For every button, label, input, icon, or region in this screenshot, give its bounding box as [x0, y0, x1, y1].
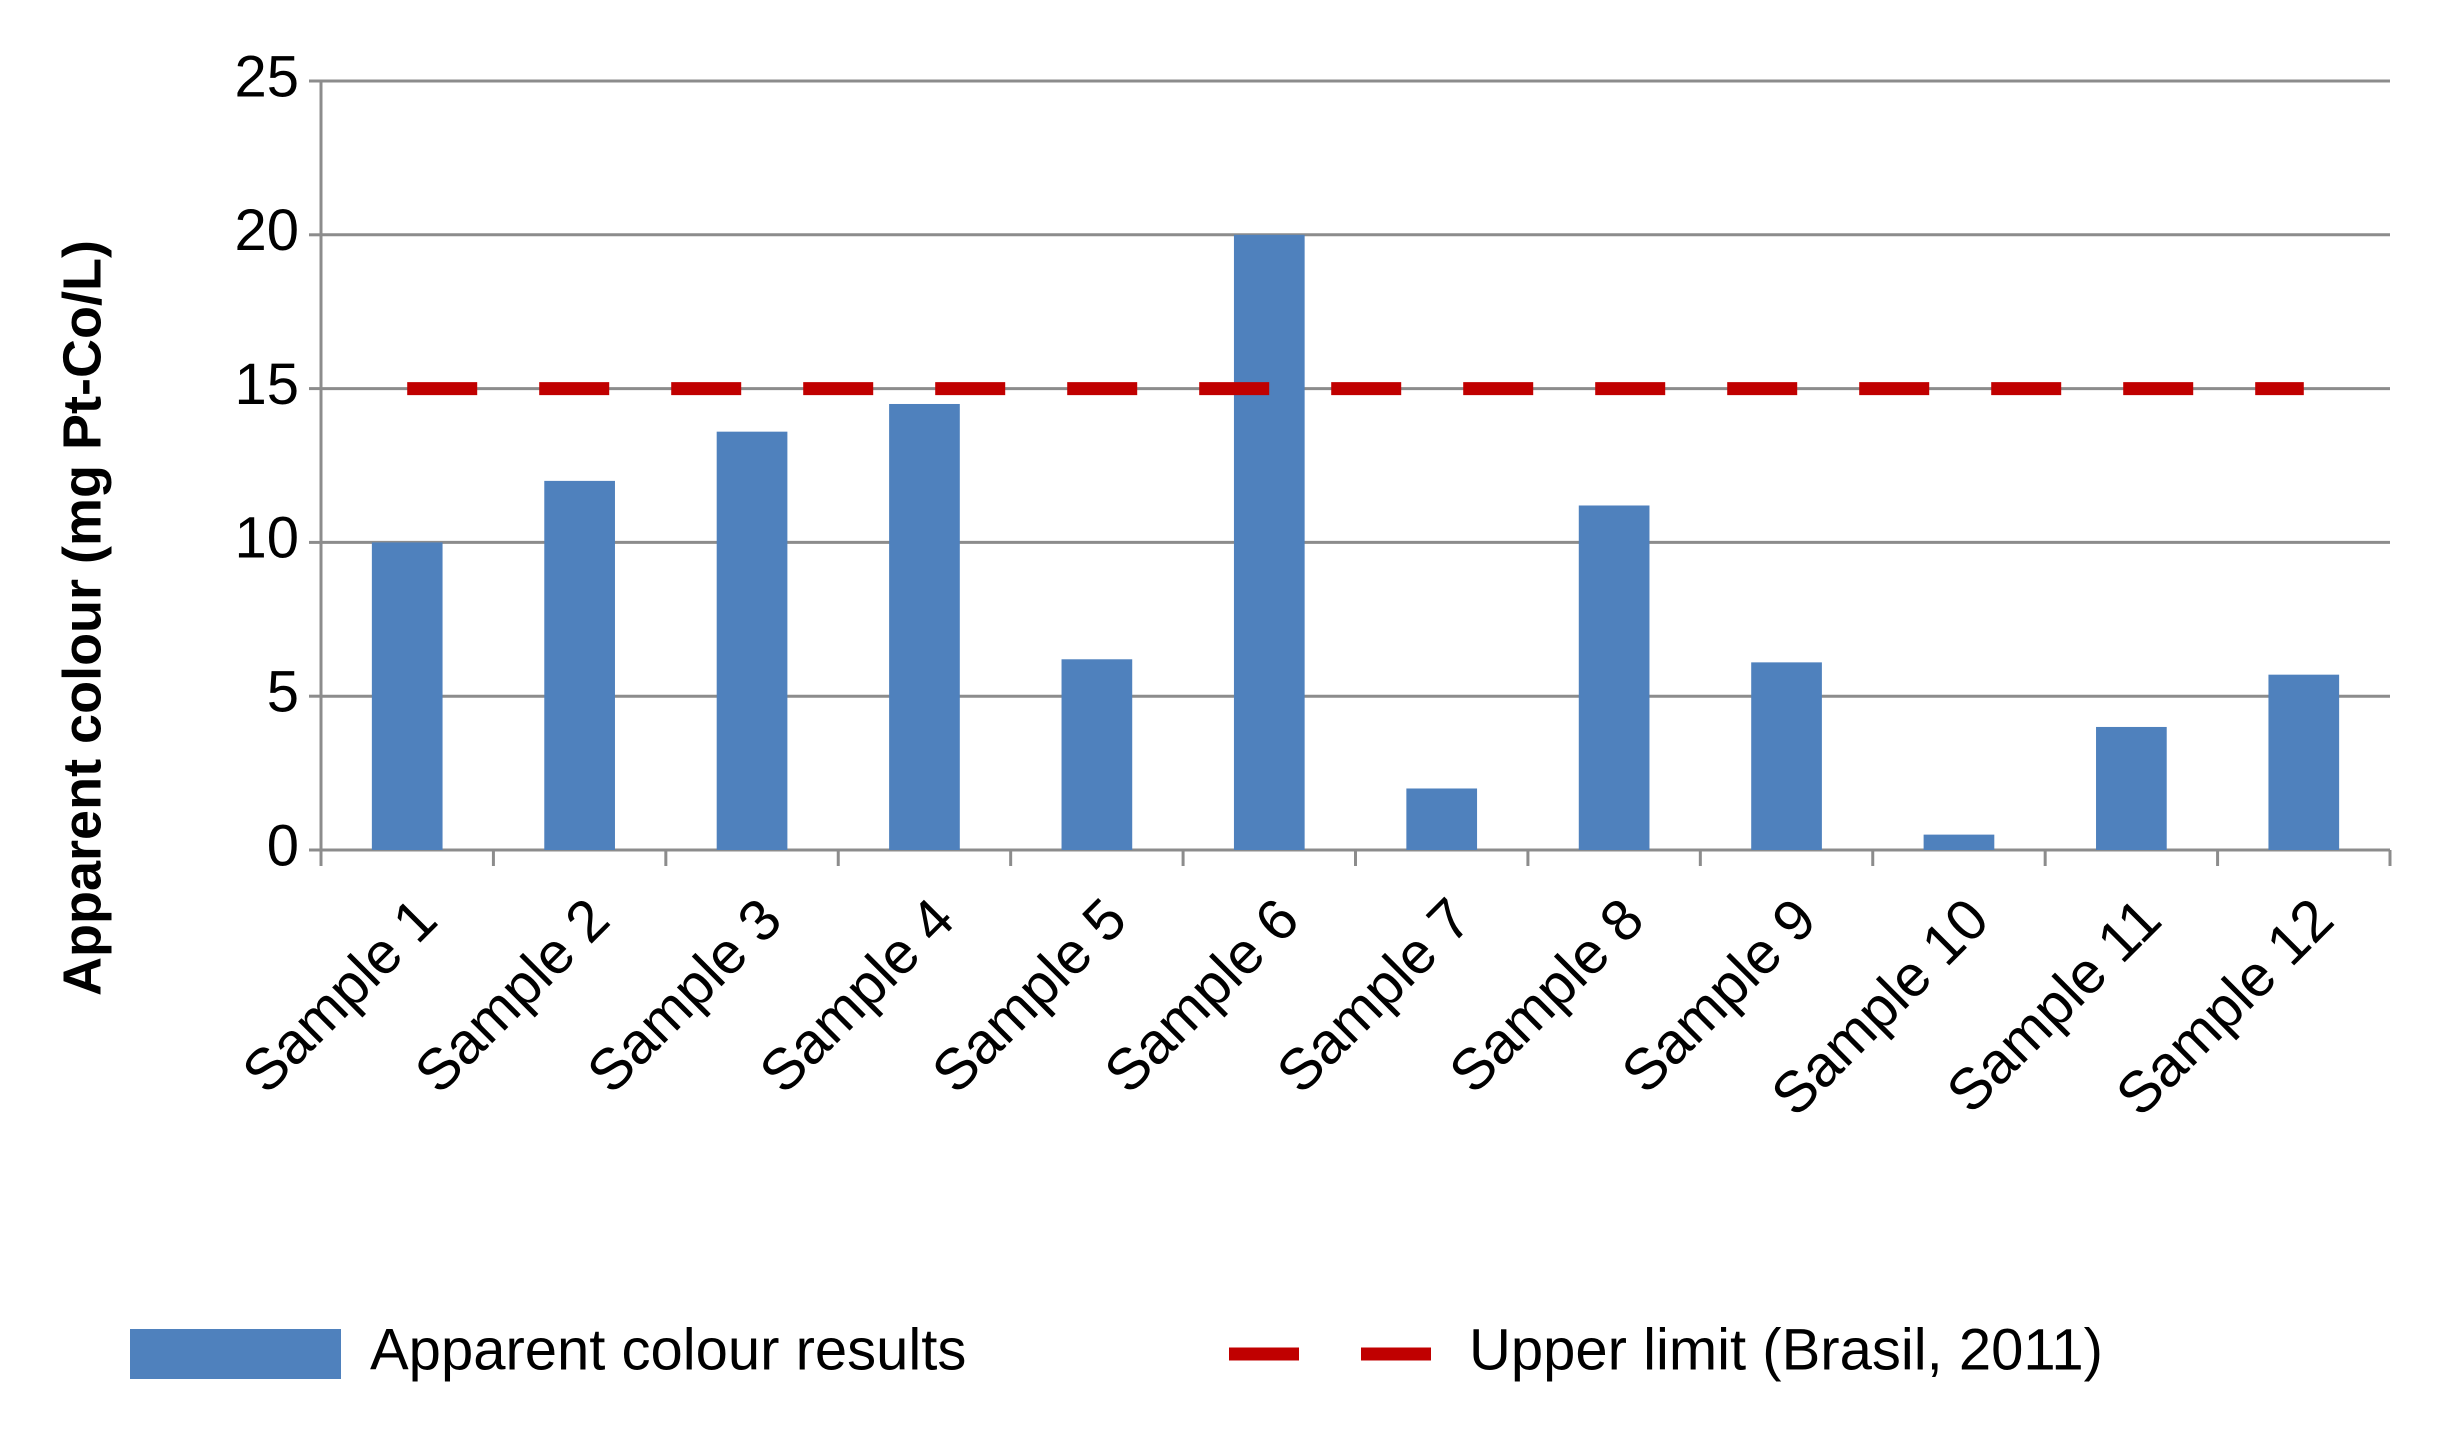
bar: [2268, 674, 2340, 850]
bar: [1751, 662, 1822, 850]
bar: [544, 480, 615, 850]
y-tick-label: 15: [234, 352, 299, 417]
y-tick-label: 20: [234, 198, 299, 263]
y-tick-label: 25: [234, 44, 299, 109]
bar: [716, 431, 788, 850]
bar: [1923, 834, 1995, 850]
bar: [889, 403, 960, 850]
bar: [1061, 659, 1133, 850]
bar: [1233, 234, 1305, 851]
y-tick-label: 5: [267, 660, 299, 725]
y-tick-label: 10: [234, 506, 299, 571]
bar: [1578, 505, 1650, 850]
bar: [371, 542, 443, 850]
bar: [1406, 788, 1478, 850]
legend-label: Upper limit (Brasil, 2011): [1469, 1317, 2103, 1382]
legend-swatch: [130, 1329, 341, 1379]
y-tick-label: 0: [267, 813, 299, 878]
y-axis-label: Apparent colour (mg Pt-Co/L): [52, 240, 112, 996]
legend-label: Apparent colour results: [370, 1317, 966, 1382]
bar: [2096, 726, 2167, 850]
